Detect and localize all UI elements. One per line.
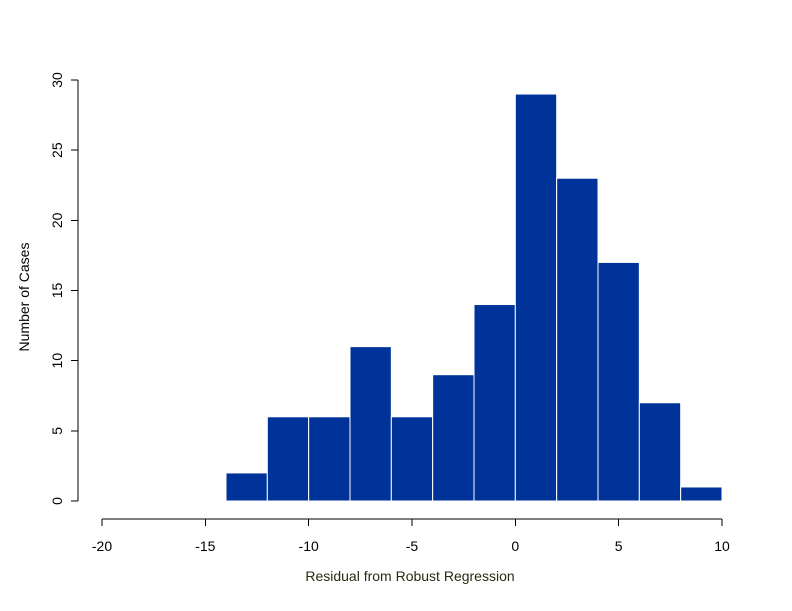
x-axis-label: Residual from Robust Regression bbox=[305, 568, 514, 584]
x-axis: -20 -15 -10 -5 0 5 10 bbox=[92, 518, 730, 554]
y-tick-label: 15 bbox=[49, 283, 65, 299]
histogram-bar bbox=[266, 416, 310, 502]
histogram-bar bbox=[432, 374, 475, 502]
x-tick-label: -10 bbox=[299, 538, 319, 554]
y-tick-label: 20 bbox=[49, 212, 65, 228]
histogram-bar bbox=[556, 177, 599, 502]
histogram-bar bbox=[308, 416, 351, 502]
histogram-bar bbox=[680, 486, 723, 502]
histogram-bar bbox=[349, 346, 392, 502]
x-tick-label: 0 bbox=[511, 538, 519, 554]
histogram-bar bbox=[390, 416, 434, 502]
histogram-bar bbox=[225, 472, 268, 502]
histogram-bar bbox=[514, 93, 558, 502]
histogram-bar bbox=[638, 402, 682, 502]
y-tick-label: 0 bbox=[49, 497, 65, 505]
histogram-bar bbox=[597, 261, 640, 502]
histogram-bar bbox=[473, 304, 516, 502]
y-axis-label: Number of Cases bbox=[16, 243, 32, 352]
y-tick-label: 25 bbox=[49, 142, 65, 158]
x-tick-label: -20 bbox=[92, 538, 112, 554]
histogram-bars bbox=[225, 93, 723, 502]
y-axis: 0 5 10 15 20 25 30 bbox=[49, 72, 79, 505]
y-tick-label: 5 bbox=[49, 427, 65, 435]
x-tick-label: -15 bbox=[195, 538, 215, 554]
x-tick-label: 5 bbox=[615, 538, 623, 554]
x-tick-label: 10 bbox=[714, 538, 730, 554]
x-tick-label: -5 bbox=[406, 538, 419, 554]
y-tick-label: 30 bbox=[49, 72, 65, 88]
y-tick-label: 10 bbox=[49, 353, 65, 369]
